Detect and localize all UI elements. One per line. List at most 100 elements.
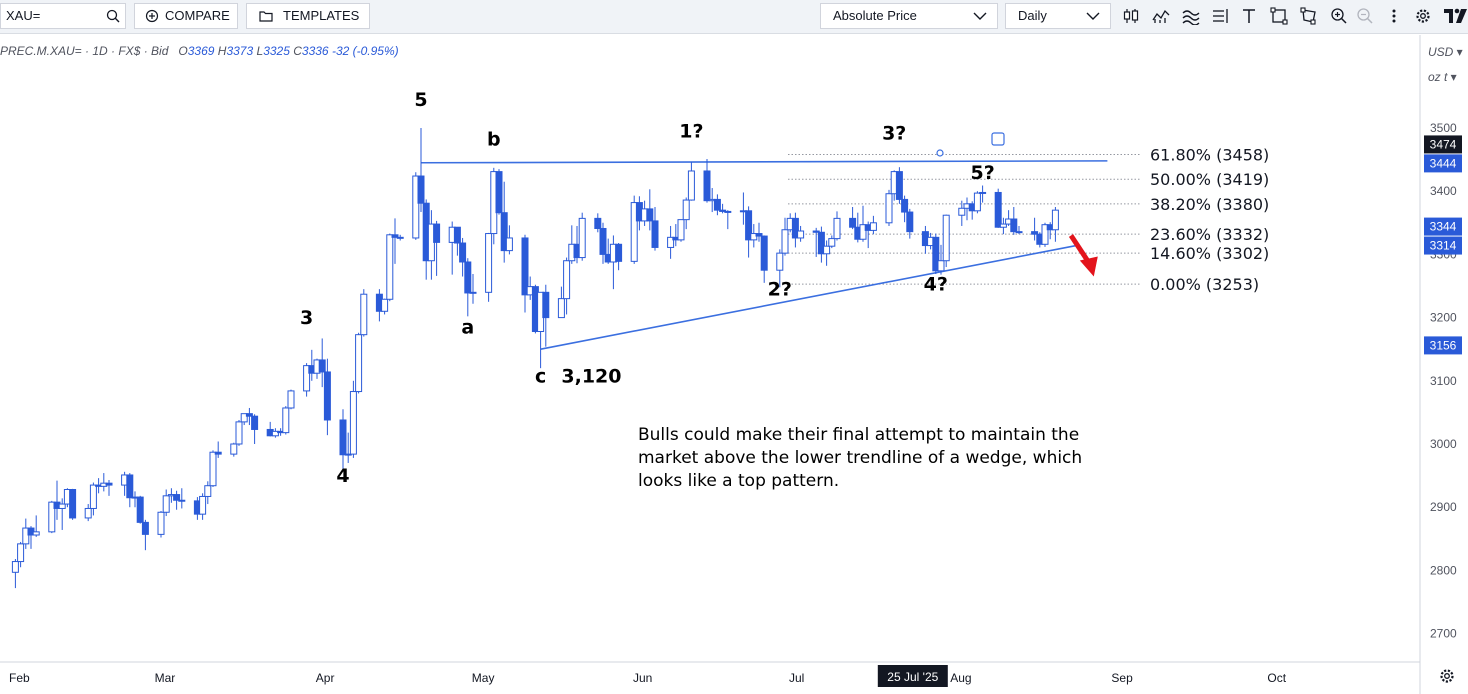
zoom-in-icon[interactable]	[1330, 7, 1348, 25]
currency-selector[interactable]: USD ▾	[1428, 45, 1463, 59]
candle-up	[412, 175, 420, 239]
candle-down	[521, 237, 529, 296]
candle-up	[1041, 224, 1049, 245]
wave-label: b	[487, 129, 501, 151]
fib-level-label: 23.60% (3332)	[1150, 225, 1269, 244]
wedge-trendlines	[420, 132, 1108, 350]
candle-up	[885, 193, 893, 224]
wave-label: 5?	[970, 162, 994, 184]
candle-up	[303, 365, 311, 392]
candle-up	[578, 217, 586, 259]
candle-down	[594, 217, 602, 229]
candle-up	[469, 291, 477, 294]
axes: 270028002900300031003200330034003500FebM…	[0, 35, 1457, 694]
legend-high: 3373	[226, 44, 254, 58]
candle-down	[69, 489, 77, 519]
wave-labels: 5 b 1? 3? 5? 3 a c 3,120 2? 4? 4	[300, 89, 995, 487]
y-tick-label: 3400	[1430, 184, 1457, 198]
candle-down	[932, 236, 940, 272]
candle-down	[646, 208, 654, 222]
candle-down	[849, 217, 857, 228]
candle-up	[360, 293, 368, 336]
candle-up	[271, 430, 279, 437]
candle-up	[687, 170, 695, 201]
price-mode-select[interactable]: Absolute Price	[820, 3, 998, 29]
candle-down	[214, 451, 222, 455]
fib-level-label: 14.60% (3302)	[1150, 244, 1269, 263]
price-tag	[1424, 154, 1462, 173]
interval-value: Daily	[1018, 8, 1047, 23]
candle-down	[817, 231, 825, 255]
zoom-out-icon[interactable]	[1356, 7, 1374, 25]
templates-button[interactable]: TEMPLATES	[246, 3, 370, 29]
candle-up	[563, 260, 571, 300]
candle-up	[1015, 231, 1023, 234]
fib-level-label: 61.80% (3458)	[1150, 146, 1269, 165]
more-vertical-icon[interactable]	[1385, 7, 1403, 25]
candle-down	[136, 496, 144, 523]
candle-up	[58, 503, 66, 509]
crosshair-date-badge	[877, 665, 948, 687]
candle-down	[906, 211, 914, 233]
unit-selector[interactable]: oz t ▾	[1428, 70, 1457, 84]
candle-up	[240, 413, 248, 423]
top-toolbar: XAU= COMPARE TEMPLATES Absolute Price Da…	[0, 0, 1468, 34]
interval-select[interactable]: Daily	[1005, 3, 1111, 29]
trendline-upper	[420, 160, 1108, 164]
legend-symbol: PREC.M.XAU= · 1D · FX$ · Bid	[0, 44, 169, 58]
legend-change: -32 (-0.95%)	[331, 44, 399, 58]
price-tag	[1424, 336, 1462, 355]
y-tick-label: 2800	[1430, 563, 1457, 577]
x-tick-label: Jul	[789, 671, 804, 685]
indicators-icon[interactable]	[1152, 7, 1170, 25]
candle-down	[417, 175, 425, 204]
x-tick-label: Apr	[316, 671, 335, 685]
candle-down	[178, 499, 186, 502]
candle-down	[396, 236, 404, 239]
search-icon[interactable]	[106, 9, 120, 23]
candle-up	[859, 224, 867, 240]
price-tag-label: 3474	[1430, 137, 1457, 151]
candle-up	[17, 543, 25, 563]
candle-up	[282, 407, 290, 434]
fib-level-label: 50.00% (3419)	[1150, 170, 1269, 189]
fibonacci-levels: 61.80% (3458) 50.00% (3419) 38.20% (3380) 2…	[788, 146, 1269, 294]
candle-down	[599, 227, 607, 255]
price-chart[interactable]: 61.80% (3458) 50.00% (3419) 38.20% (3380) 2…	[0, 35, 1468, 694]
candlestick-series	[11, 128, 1059, 589]
wave-label: a	[461, 316, 474, 338]
legend-close: 3336	[301, 44, 329, 58]
arrow-shaft	[1068, 234, 1091, 264]
crosshair-date-label: 25 Jul '25	[887, 670, 938, 684]
wave-label: 3?	[882, 122, 906, 144]
candle-down	[994, 191, 1002, 228]
x-tick-label: May	[472, 671, 495, 685]
candle-down	[245, 413, 253, 417]
candle-down	[500, 212, 508, 252]
rectangle-tool-icon[interactable]	[1270, 7, 1288, 25]
text-tool-icon[interactable]	[1240, 7, 1258, 25]
wave-label: 3,120	[561, 366, 621, 388]
candle-down	[173, 494, 181, 501]
trendline-lower	[540, 244, 1077, 350]
candle-up	[89, 484, 97, 509]
legend-open: 3369	[187, 44, 215, 58]
chart-settings-gear-icon[interactable]	[1438, 667, 1456, 685]
candle-up	[381, 298, 389, 312]
fib-level-label: 38.20% (3380)	[1150, 195, 1269, 214]
wave-lines-icon[interactable]	[1182, 7, 1200, 25]
compare-button[interactable]: COMPARE	[134, 3, 238, 29]
y-tick-label: 3500	[1430, 121, 1457, 135]
gear-icon[interactable]	[1414, 7, 1432, 25]
candle-up	[958, 207, 966, 216]
y-tick-label: 3200	[1430, 311, 1457, 325]
candlestick-type-icon[interactable]	[1122, 7, 1140, 25]
candle-up	[999, 223, 1007, 228]
horizontal-line-tool-icon[interactable]	[1211, 7, 1229, 25]
candle-up	[1051, 209, 1059, 231]
symbol-search-input[interactable]: XAU=	[0, 3, 126, 29]
candle-up	[204, 485, 212, 497]
polygon-tool-icon[interactable]	[1300, 7, 1318, 25]
legend-open-label: O	[178, 44, 188, 58]
wave-label: 4	[336, 465, 349, 487]
